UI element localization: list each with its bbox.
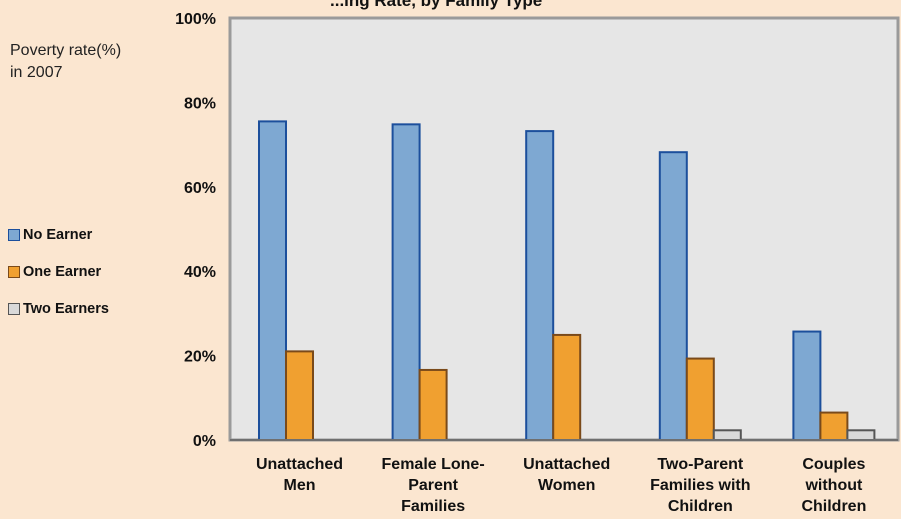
- bar-one-earner-2: [552, 333, 582, 441]
- legend-swatch-one-earner: [8, 266, 20, 278]
- y-tick-label: 80%: [184, 95, 216, 112]
- bar-no-earner-4: [792, 330, 822, 441]
- y-axis-label: Poverty rate(%) in 2007: [10, 40, 180, 84]
- legend: No Earner One Earner Two Earners: [8, 226, 109, 337]
- y-axis-label-line-2: in 2007: [10, 64, 63, 81]
- y-tick-label: 60%: [184, 180, 216, 197]
- legend-swatch-two-earners: [8, 303, 20, 315]
- legend-item-no-earner: No Earner: [8, 226, 109, 244]
- bar-no-earner-0: [258, 120, 287, 441]
- x-tick-label: Unattached Men: [256, 456, 343, 494]
- legend-label-two-earners: Two Earners: [23, 301, 109, 317]
- bars: [258, 120, 876, 442]
- bar-one-earner-0: [285, 350, 314, 442]
- chart-title: ...ing Rate, by Family Type: [330, 0, 543, 10]
- legend-label-no-earner: No Earner: [23, 227, 93, 243]
- x-tick-label: Unattached Women: [523, 456, 610, 494]
- legend-swatch-no-earner: [8, 229, 20, 241]
- x-tick-label: Couples without Children: [801, 456, 866, 515]
- x-tick-label: Female Lone-Parent Families: [382, 456, 485, 515]
- bar-no-earner-2: [525, 130, 555, 441]
- bar-one-earner-1: [418, 368, 448, 441]
- y-axis-label-line-1: Poverty rate(%): [10, 42, 122, 59]
- legend-item-one-earner: One Earner: [8, 263, 109, 281]
- x-tick-label: Two-Parent Families with Children: [650, 456, 750, 515]
- bar-one-earner-4: [819, 411, 849, 442]
- y-tick-label: 100%: [175, 11, 216, 28]
- y-tick-label: 0%: [193, 433, 216, 450]
- legend-item-two-earners: Two Earners: [8, 300, 109, 318]
- y-tick-labels: 0% 20% 40% 60% 80% 100%: [175, 11, 216, 450]
- bar-no-earner-1: [391, 123, 421, 442]
- bar-two-earners-3: [712, 429, 742, 442]
- bar-one-earner-3: [685, 357, 715, 441]
- y-tick-label: 40%: [184, 264, 216, 281]
- legend-label-one-earner: One Earner: [23, 264, 102, 280]
- bar-two-earners-4: [846, 429, 876, 442]
- y-tick-label: 20%: [184, 349, 216, 366]
- bar-no-earner-3: [658, 151, 688, 441]
- x-tick-labels: Unattached Men Female Lone-Parent Families U…: [256, 456, 866, 515]
